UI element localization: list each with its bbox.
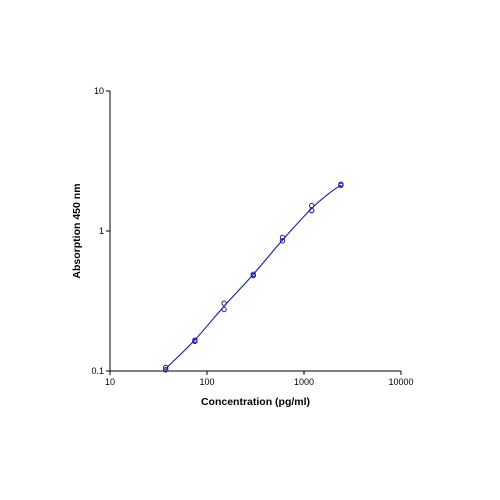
- y-tick-label: 1: [99, 226, 104, 236]
- x-tick-label: 100: [199, 377, 214, 387]
- data-point: [221, 306, 227, 313]
- ticks: [106, 90, 402, 375]
- x-tick-label: 10000: [388, 377, 413, 387]
- axes: [109, 91, 401, 372]
- data-point: [221, 300, 227, 306]
- y-tick-label: 0.1: [91, 366, 104, 376]
- data-point: [162, 367, 169, 373]
- data-point: [279, 234, 286, 241]
- data-point: [308, 207, 315, 214]
- data-point: [250, 271, 256, 278]
- data-points: [162, 181, 344, 373]
- data-point: [338, 181, 344, 187]
- y-tick-label: 10: [94, 86, 104, 96]
- data-point: [279, 238, 286, 244]
- tick-labels: 10 100 1000 10000 0.1 1 10: [91, 86, 413, 387]
- data-point: [192, 337, 198, 343]
- fit-curve: [165, 184, 342, 370]
- data-point: [308, 202, 315, 209]
- x-tick-label: 10: [105, 377, 115, 387]
- x-tick-label: 1000: [294, 377, 314, 387]
- data-point: [162, 364, 169, 371]
- x-axis-title: Concentration (pg/ml): [201, 396, 310, 408]
- y-axis-title: Absorption 450 nm: [71, 183, 83, 278]
